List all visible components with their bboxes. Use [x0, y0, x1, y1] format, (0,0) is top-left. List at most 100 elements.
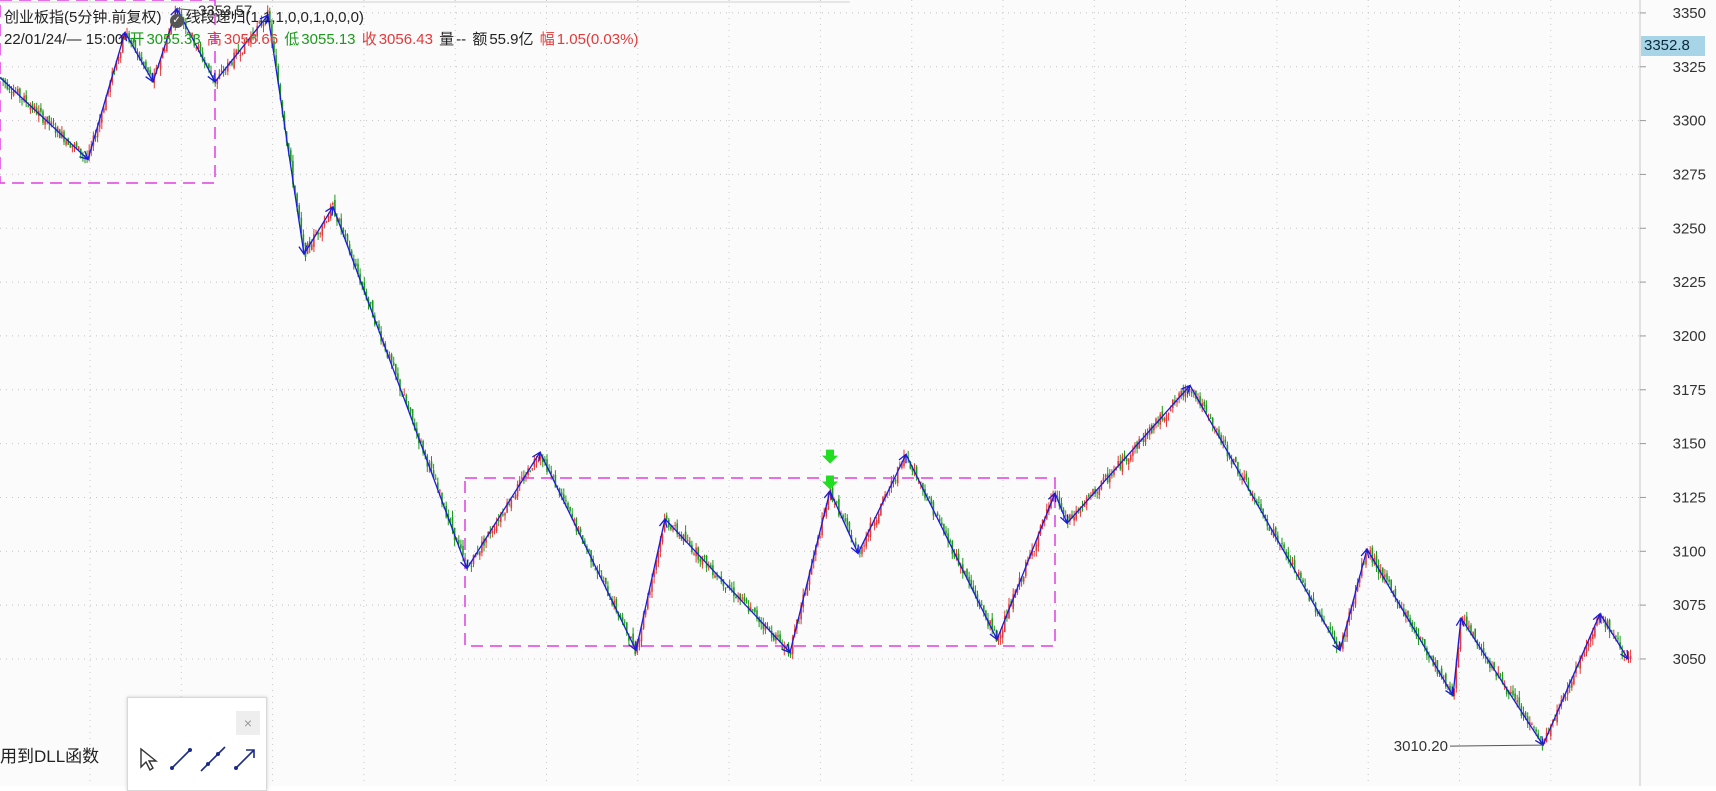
- candle-body: [80, 148, 82, 155]
- candle-body: [754, 607, 756, 613]
- candle-body: [642, 613, 645, 629]
- candle-body: [138, 53, 141, 60]
- candle-body: [31, 103, 34, 110]
- candle-body: [710, 565, 712, 569]
- candle-body: [1201, 403, 1203, 409]
- candle-body: [800, 605, 802, 620]
- candle-body: [653, 569, 655, 577]
- candle-body: [521, 477, 523, 479]
- candle-body: [716, 574, 718, 578]
- segment-line: [124, 31, 154, 83]
- segment-arrowhead: [1592, 612, 1602, 623]
- candle-body: [321, 226, 324, 236]
- candle-body: [1499, 673, 1502, 677]
- candle-body: [703, 555, 706, 557]
- segment-line: [1054, 492, 1068, 524]
- candle-body: [128, 33, 130, 42]
- candle-body: [1025, 561, 1027, 576]
- candle-body: [94, 135, 97, 139]
- candle-body: [1211, 417, 1214, 426]
- candle-body: [105, 97, 107, 111]
- close-icon[interactable]: ×: [236, 711, 260, 735]
- candle-body: [390, 354, 393, 363]
- segment-arrowhead: [298, 245, 308, 256]
- candle-body: [227, 62, 229, 72]
- segment-line: [303, 206, 334, 255]
- candle-body: [1073, 516, 1075, 521]
- cursor-tool-icon[interactable]: [136, 746, 162, 772]
- ray-tool-icon[interactable]: [232, 746, 258, 772]
- candle-body: [1329, 626, 1332, 630]
- indicator-name[interactable]: 线段递归(1,1,1,0,0,1,0,0,0): [185, 9, 364, 26]
- candle-body: [250, 35, 252, 43]
- candle-body: [859, 550, 861, 554]
- segment-line: [857, 454, 907, 554]
- y-tick-label: 3225: [1673, 274, 1706, 291]
- candle-body: [863, 545, 865, 547]
- chart-title[interactable]: 创业板指(5分钟.前复权): [4, 9, 162, 26]
- candle-body: [1079, 507, 1082, 514]
- candle-body: [6, 82, 9, 89]
- candle-body: [44, 120, 46, 125]
- candle-body: [936, 513, 939, 516]
- quote-datetime: 22/01/24/— 15:00: [4, 31, 124, 48]
- candle-body: [300, 217, 303, 234]
- candle-body: [848, 522, 851, 533]
- candle-body: [836, 501, 838, 503]
- segment-arrowhead: [1455, 616, 1465, 627]
- candle-body: [506, 502, 508, 513]
- segment-tool-icon[interactable]: [168, 746, 194, 772]
- candle-body: [699, 559, 702, 562]
- candle-body: [1069, 514, 1071, 522]
- candle-body: [949, 540, 951, 542]
- segment-line: [1452, 617, 1462, 696]
- candle-body: [403, 394, 405, 396]
- line-tool-icon[interactable]: [200, 746, 226, 772]
- candle-body: [472, 554, 475, 565]
- candle-body: [1589, 636, 1592, 642]
- candle-body: [1333, 636, 1336, 642]
- candle-body: [409, 407, 412, 412]
- candle-body: [1608, 619, 1611, 633]
- candle-body: [1146, 434, 1149, 436]
- candle-body: [46, 116, 48, 123]
- candle-body: [922, 483, 924, 491]
- candle-body: [777, 635, 779, 637]
- candle-body: [462, 545, 464, 556]
- candle-body: [48, 115, 51, 125]
- candle-body: [867, 534, 870, 538]
- candle-body: [334, 199, 336, 217]
- candle-body: [825, 507, 828, 517]
- segment-line: [664, 518, 791, 653]
- candle-body: [1237, 462, 1239, 475]
- candle-body: [1526, 716, 1529, 724]
- candle-body: [678, 534, 681, 537]
- candlesticks: [0, 5, 1632, 751]
- y-tick-label: 3300: [1673, 113, 1706, 130]
- candle-body: [124, 35, 126, 40]
- dll-function-label: 用到DLL函数: [0, 747, 100, 766]
- amount-label: 额: [472, 31, 488, 48]
- candle-body: [613, 600, 615, 607]
- candle-body: [701, 556, 704, 565]
- candle-body: [508, 503, 510, 505]
- candle-body: [397, 373, 399, 380]
- candle-body: [147, 67, 149, 73]
- high-label: 高: [206, 31, 222, 48]
- candle-body: [1346, 621, 1348, 638]
- indicator-toggle-icon[interactable]: ✓: [169, 14, 184, 28]
- low-value: 3055.13: [301, 31, 356, 48]
- candle-body: [1514, 693, 1516, 701]
- candle-body: [915, 466, 918, 478]
- candle-body: [1306, 589, 1308, 591]
- candle-body: [1125, 458, 1128, 461]
- candle-body: [844, 518, 846, 521]
- candle-body: [1459, 622, 1462, 649]
- candle-body: [1394, 589, 1397, 597]
- candle-body: [1316, 610, 1319, 615]
- candle-body: [1295, 574, 1298, 576]
- candle-body: [1167, 413, 1170, 415]
- candle-body: [1293, 560, 1296, 573]
- candle-body: [497, 519, 500, 522]
